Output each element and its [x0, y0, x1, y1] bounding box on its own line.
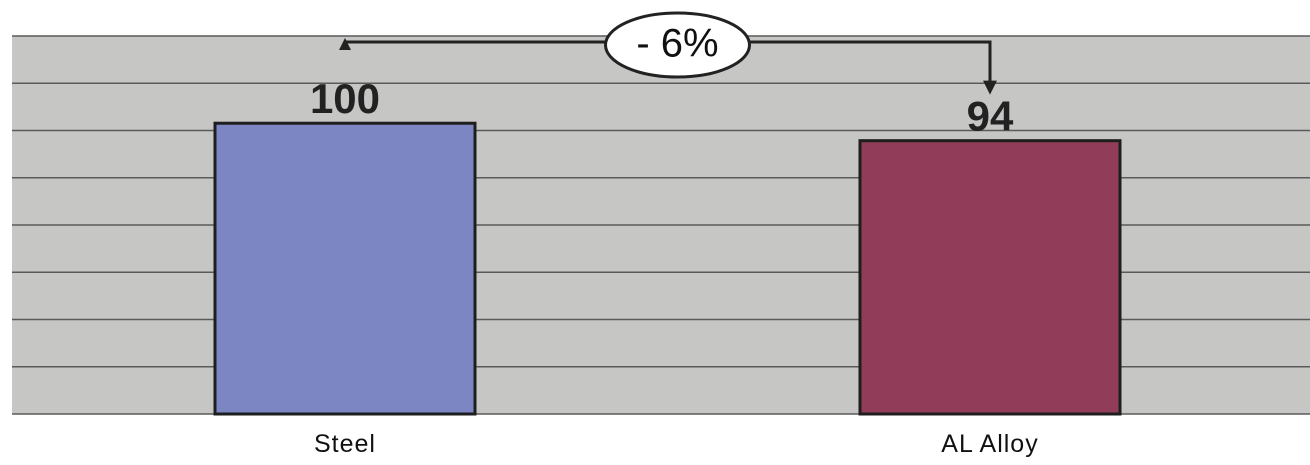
change-callout-text: - 6% — [636, 22, 718, 66]
data-label: 100 — [310, 75, 380, 122]
change-annotation: - 6% — [339, 11, 997, 95]
bar-steel — [213, 121, 477, 416]
bar-al-alloy — [858, 139, 1122, 416]
arrowhead-left — [339, 38, 351, 50]
category-label: Steel — [314, 430, 376, 458]
bars — [213, 121, 1122, 416]
change-arrow — [345, 40, 992, 89]
data-label: 94 — [967, 93, 1014, 140]
change-callout-ellipse — [604, 11, 751, 79]
data-labels: 100 94 — [310, 75, 1014, 139]
category-labels: Steel AL Alloy — [314, 430, 1038, 458]
arrowhead-right — [983, 80, 997, 95]
category-label: AL Alloy — [941, 430, 1038, 458]
